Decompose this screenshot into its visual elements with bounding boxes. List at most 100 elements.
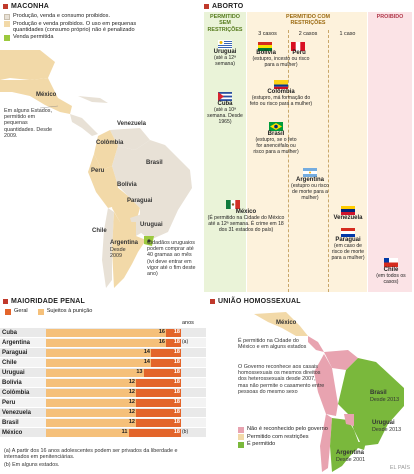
uruguay-marker xyxy=(147,239,151,243)
label-paraguai: Paraguai xyxy=(127,198,153,204)
legend-item: Geral xyxy=(5,308,28,315)
value-sujeitos: 11 xyxy=(121,429,128,435)
flag-paraguay-icon xyxy=(341,228,355,237)
central-america-shape xyxy=(308,336,324,352)
penal-country: Uruguai xyxy=(2,369,25,376)
sub-2-casos: 2 casos xyxy=(298,31,318,37)
aborto-bolivia: Bolívia Peru (estupro, incesto ou risco p… xyxy=(248,42,314,69)
uniao-legend: Não é reconhecido pelo governo Permitido… xyxy=(238,426,338,448)
penal-country: Venezuela xyxy=(2,409,32,416)
swatch-icon xyxy=(238,434,244,440)
bar-sujeitos xyxy=(46,368,144,377)
label-venezuela: Venezuela xyxy=(117,121,147,127)
table-row: Bolívia 12 18 xyxy=(0,378,206,387)
penal-footnote-b: (b) Em alguns estados. xyxy=(4,462,60,468)
uniao-label-brasil: Brasil xyxy=(370,390,387,396)
mexico-shape xyxy=(254,312,308,336)
value-geral: 18 xyxy=(173,399,180,405)
label-argentina: Argentina xyxy=(110,240,139,246)
uniao-uruguai-note: O Governo reconhece aos casais homossexu… xyxy=(238,364,325,395)
col-proibido xyxy=(368,12,412,292)
label-colombia: Colômbia xyxy=(96,140,124,146)
aborto-argentina: Argentina (estupro ou risco de morte para… xyxy=(290,168,330,202)
table-row: Argentina 16 18 (a) xyxy=(0,338,206,347)
head-com: PERMITIDO COM RESTRIÇÕES xyxy=(285,14,331,27)
chile-shape xyxy=(102,208,114,288)
uniao-map xyxy=(254,312,404,472)
uniao-label-uruguai: Uruguai xyxy=(372,420,395,426)
bar-sujeitos xyxy=(46,428,129,437)
paraguay-shape xyxy=(130,214,146,236)
value-sujeitos: 12 xyxy=(128,409,135,415)
title-marker-icon xyxy=(204,4,209,9)
value-geral: 18 xyxy=(173,419,180,425)
swatch-icon xyxy=(5,308,11,315)
swatch-icon xyxy=(4,34,10,41)
penal-panel: MAIORIDADE PENAL Geral Sujeitos à puniçã… xyxy=(0,296,206,474)
flag-mexico-icon xyxy=(226,200,240,209)
value-geral: 18 xyxy=(173,349,180,355)
value-sujeitos: 12 xyxy=(128,389,135,395)
maconha-title: MACONHA xyxy=(3,3,49,10)
colombia-shape xyxy=(94,130,118,170)
bar-sujeitos xyxy=(46,388,136,397)
legend-item: Permitido com restrições xyxy=(238,434,338,440)
col-sem-restricoes xyxy=(204,12,246,292)
argentina-note: Desde 2009 xyxy=(110,247,126,260)
value-geral: 18 xyxy=(173,429,180,435)
aborto-title: ABORTO xyxy=(204,3,243,10)
chile-shape xyxy=(320,414,332,472)
penal-footnote-a: (a) A partir dos 16 anos adolescentes po… xyxy=(4,448,178,461)
label-uruguai: Uruguai xyxy=(140,222,163,228)
penal-country: Chile xyxy=(2,359,17,366)
title-marker-icon xyxy=(210,299,215,304)
flag-peru-icon xyxy=(290,42,305,51)
bar-geral xyxy=(136,398,181,407)
legend-item: Sujeitos à punição xyxy=(37,308,92,315)
west-sa-shape xyxy=(314,354,338,416)
table-row: Peru 12 18 xyxy=(0,398,206,407)
uniao-panel: UNIÃO HOMOSSEXUAL México É permitido na … xyxy=(208,296,414,474)
legend-item: Produção e venda proibidos. O uso em peq… xyxy=(4,21,154,34)
table-row: Venezuela 12 18 xyxy=(0,408,206,417)
bar-sujeitos xyxy=(46,358,151,367)
aborto-brasil: Brasil (estupro, se o feto for anencéfalo… xyxy=(252,122,300,156)
table-row: México 11 18 (b) xyxy=(0,428,206,437)
penal-country: Brasil xyxy=(2,419,19,426)
penal-title: MAIORIDADE PENAL xyxy=(3,298,85,305)
title-marker-icon xyxy=(3,299,8,304)
penal-country: Argentina xyxy=(2,339,31,346)
value-sujeitos: 13 xyxy=(136,369,143,375)
value-geral: 18 xyxy=(173,329,180,335)
sub-3-casos: 3 casos xyxy=(258,31,277,37)
uniao-brasil-year: Desde 2013 xyxy=(370,397,400,403)
flag-chile-icon xyxy=(384,258,398,267)
penal-country: Cuba xyxy=(2,329,17,336)
legend-item: Produção, venda e consumo proibidos. xyxy=(4,13,154,20)
aborto-mexico: México (É permitido na Cidade do México a… xyxy=(204,200,288,234)
swatch-icon xyxy=(4,21,10,27)
aborto-cuba: Cuba (até a 10ª semana. Desde 1965) xyxy=(204,92,246,126)
head-sem: PERMITIDO SEM RESTRIÇÕES xyxy=(207,14,243,33)
table-row: Brasil 12 18 xyxy=(0,418,206,427)
uniao-title: UNIÃO HOMOSSEXUAL xyxy=(210,298,301,305)
penal-country: Colômbia xyxy=(2,389,30,396)
brazil-shape xyxy=(338,358,404,446)
title-marker-icon xyxy=(3,4,8,9)
penal-legend: Geral Sujeitos à punição xyxy=(5,308,92,315)
bar-geral xyxy=(136,388,181,397)
head-proibido: PROIBIDO xyxy=(376,14,404,20)
uruguay-note: Cidadãos uruguaios podem comprar até 40 … xyxy=(147,240,196,278)
aborto-paraguai: Paraguai (em caso de risco de morte para … xyxy=(328,228,368,262)
uniao-mexico-note: É permitido na Cidade do México e em alg… xyxy=(238,338,307,351)
penal-chart: Cuba 16 18 Argentina 16 18 (a) Paraguai 14 18 Chil… xyxy=(0,328,206,438)
aborto-colombia: Colômbia (estupro, má formação do feto ou… xyxy=(248,80,314,108)
value-sujeitos: 14 xyxy=(143,359,150,365)
aborto-venezuela: Venezuela xyxy=(328,206,368,222)
bar-geral xyxy=(166,328,181,337)
aborto-chile: Chile (em todos os casos) xyxy=(370,258,412,286)
swatch-icon xyxy=(238,441,244,448)
usa-shape xyxy=(0,50,55,80)
paraguay-shape xyxy=(344,414,354,426)
bar-sujeitos xyxy=(46,398,136,407)
